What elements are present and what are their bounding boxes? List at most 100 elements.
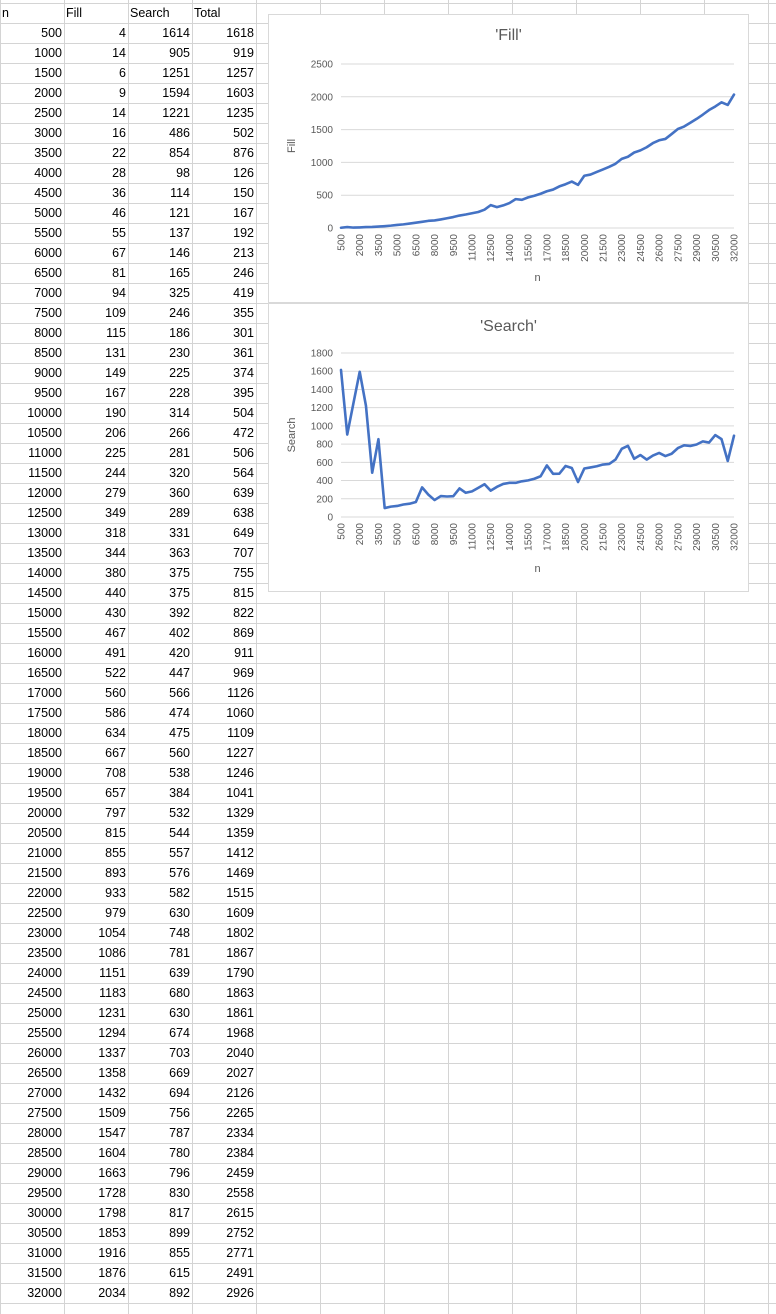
table-cell[interactable]: 28: [112, 166, 126, 180]
table-cell[interactable]: 615: [169, 1266, 190, 1280]
table-cell[interactable]: 1728: [98, 1186, 126, 1200]
table-cell[interactable]: 680: [169, 986, 190, 1000]
table-cell[interactable]: 564: [233, 466, 254, 480]
table-cell[interactable]: 14: [112, 46, 126, 60]
table-cell[interactable]: 504: [233, 406, 254, 420]
table-cell[interactable]: 137: [169, 226, 190, 240]
table-cell[interactable]: 16000: [27, 646, 62, 660]
table-cell[interactable]: 1126: [227, 686, 254, 700]
table-cell[interactable]: 639: [169, 966, 190, 980]
column-header-cell[interactable]: Total: [194, 6, 221, 20]
table-cell[interactable]: 2558: [226, 1186, 254, 1200]
table-cell[interactable]: 419: [233, 286, 254, 300]
table-cell[interactable]: 440: [105, 586, 126, 600]
table-cell[interactable]: 67: [112, 246, 126, 260]
table-cell[interactable]: 582: [169, 886, 190, 900]
table-cell[interactable]: 1329: [226, 806, 254, 820]
table-cell[interactable]: 1151: [99, 966, 126, 980]
table-cell[interactable]: 149: [105, 366, 126, 380]
table-cell[interactable]: 467: [105, 626, 126, 640]
table-cell[interactable]: 29500: [27, 1186, 62, 1200]
table-cell[interactable]: 355: [233, 306, 254, 320]
table-cell[interactable]: 634: [105, 726, 126, 740]
table-cell[interactable]: 6: [119, 66, 126, 80]
table-cell[interactable]: 707: [233, 546, 254, 560]
table-cell[interactable]: 94: [112, 286, 126, 300]
table-cell[interactable]: 7500: [34, 306, 62, 320]
table-cell[interactable]: 25000: [27, 1006, 62, 1020]
table-cell[interactable]: 10500: [27, 426, 62, 440]
table-cell[interactable]: 1109: [227, 726, 254, 740]
table-cell[interactable]: 361: [233, 346, 254, 360]
table-cell[interactable]: 474: [169, 706, 190, 720]
table-cell[interactable]: 1227: [226, 746, 254, 760]
table-cell[interactable]: 21500: [27, 866, 62, 880]
table-cell[interactable]: 522: [105, 666, 126, 680]
table-cell[interactable]: 81: [112, 266, 126, 280]
table-cell[interactable]: 586: [105, 706, 126, 720]
table-cell[interactable]: 17000: [27, 686, 62, 700]
table-cell[interactable]: 289: [169, 506, 190, 520]
table-cell[interactable]: 1547: [98, 1126, 126, 1140]
table-cell[interactable]: 2000: [34, 86, 62, 100]
table-cell[interactable]: 2027: [226, 1066, 254, 1080]
table-cell[interactable]: 16: [112, 126, 126, 140]
table-cell[interactable]: 8000: [34, 326, 62, 340]
table-cell[interactable]: 28500: [27, 1146, 62, 1160]
table-cell[interactable]: 815: [105, 826, 126, 840]
table-cell[interactable]: 23000: [27, 926, 62, 940]
table-cell[interactable]: 475: [169, 726, 190, 740]
table-cell[interactable]: 1337: [98, 1046, 126, 1060]
table-cell[interactable]: 24500: [27, 986, 62, 1000]
table-cell[interactable]: 228: [169, 386, 190, 400]
table-cell[interactable]: 630: [169, 906, 190, 920]
table-cell[interactable]: 674: [169, 1026, 190, 1040]
table-cell[interactable]: 5500: [34, 226, 62, 240]
table-cell[interactable]: 1257: [226, 66, 254, 80]
table-cell[interactable]: 830: [169, 1186, 190, 1200]
table-cell[interactable]: 244: [105, 466, 126, 480]
table-cell[interactable]: 472: [233, 426, 254, 440]
table-cell[interactable]: 26500: [27, 1066, 62, 1080]
table-cell[interactable]: 167: [105, 386, 126, 400]
table-cell[interactable]: 19000: [27, 766, 62, 780]
table-cell[interactable]: 380: [105, 566, 126, 580]
table-cell[interactable]: 756: [169, 1106, 190, 1120]
table-cell[interactable]: 657: [105, 786, 126, 800]
table-cell[interactable]: 18500: [27, 746, 62, 760]
table-cell[interactable]: 3000: [34, 126, 62, 140]
table-cell[interactable]: 9: [119, 86, 126, 100]
table-cell[interactable]: 1618: [226, 26, 254, 40]
table-cell[interactable]: 1183: [99, 986, 126, 1000]
table-cell[interactable]: 213: [233, 246, 254, 260]
table-cell[interactable]: 1798: [98, 1206, 126, 1220]
table-cell[interactable]: 384: [169, 786, 190, 800]
table-cell[interactable]: 1469: [226, 866, 254, 880]
table-cell[interactable]: 114: [170, 186, 190, 200]
table-cell[interactable]: 349: [105, 506, 126, 520]
table-cell[interactable]: 2491: [226, 1266, 254, 1280]
table-cell[interactable]: 781: [169, 946, 190, 960]
table-cell[interactable]: 2615: [226, 1206, 254, 1220]
table-cell[interactable]: 919: [233, 46, 254, 60]
table-cell[interactable]: 538: [169, 766, 190, 780]
table-cell[interactable]: 1000: [34, 46, 62, 60]
table-cell[interactable]: 630: [169, 1006, 190, 1020]
table-cell[interactable]: 969: [233, 666, 254, 680]
table-cell[interactable]: 1861: [226, 1006, 254, 1020]
table-cell[interactable]: 1358: [98, 1066, 126, 1080]
table-cell[interactable]: 150: [233, 186, 254, 200]
table-cell[interactable]: 23500: [27, 946, 62, 960]
table-cell[interactable]: 869: [233, 626, 254, 640]
table-cell[interactable]: 344: [105, 546, 126, 560]
column-header-cell[interactable]: Search: [130, 6, 170, 20]
table-cell[interactable]: 28000: [27, 1126, 62, 1140]
table-cell[interactable]: 12000: [27, 486, 62, 500]
table-cell[interactable]: 55: [112, 226, 126, 240]
table-cell[interactable]: 1594: [162, 86, 190, 100]
table-cell[interactable]: 502: [233, 126, 254, 140]
table-cell[interactable]: 225: [169, 366, 190, 380]
table-cell[interactable]: 532: [169, 806, 190, 820]
table-cell[interactable]: 1916: [98, 1246, 126, 1260]
table-cell[interactable]: 576: [169, 866, 190, 880]
